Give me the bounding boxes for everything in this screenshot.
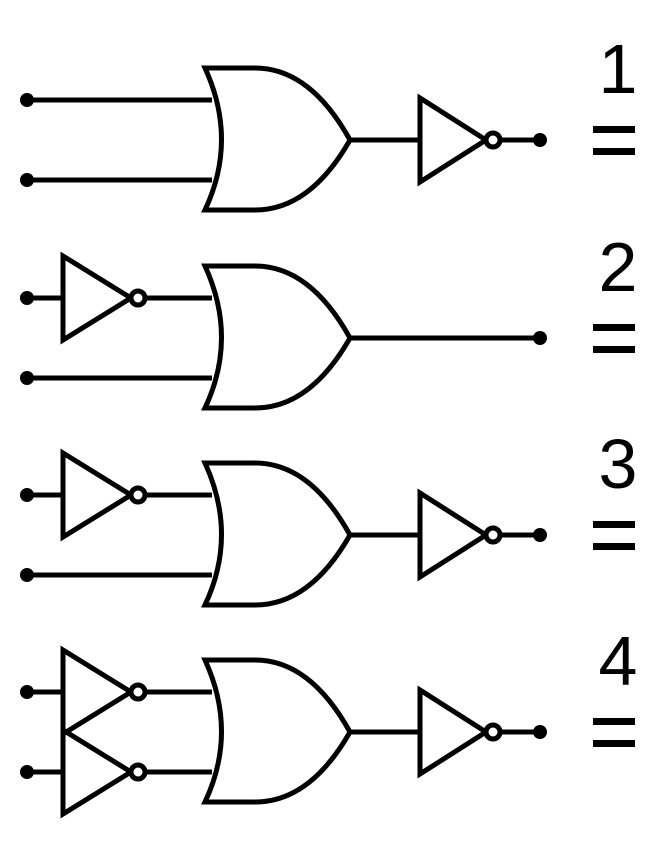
output-inverter-bubble — [483, 130, 503, 150]
circuit-2: 2 — [20, 228, 638, 411]
output-inverter-bubble — [483, 722, 503, 742]
circuit-number: 2 — [599, 228, 638, 306]
input-a-inverter — [60, 251, 136, 345]
output-terminal — [533, 133, 547, 147]
equals-sign — [593, 324, 635, 353]
output-terminal — [533, 331, 547, 345]
output-terminal — [533, 725, 547, 739]
circuit-number: 3 — [599, 425, 638, 503]
output-inverter — [417, 685, 491, 779]
input-b-terminal — [20, 173, 34, 187]
input-a-terminal — [20, 488, 34, 502]
input-a-inverter-bubble — [128, 485, 148, 505]
input-a-inverter-bubble — [128, 288, 148, 308]
input-a-inverter-bubble — [128, 682, 148, 702]
input-b-inverter-bubble — [128, 762, 148, 782]
input-a-inverter — [60, 645, 136, 739]
input-a-inverter — [60, 448, 136, 542]
or-gate — [201, 65, 353, 213]
output-inverter — [417, 488, 491, 582]
equals-sign — [593, 521, 635, 550]
output-inverter — [417, 93, 491, 187]
input-b-terminal — [20, 371, 34, 385]
output-inverter-bubble — [483, 525, 503, 545]
circuit-3: 3 — [20, 425, 638, 608]
equals-sign — [593, 126, 635, 155]
input-b-inverter — [60, 725, 136, 819]
or-gate — [201, 263, 353, 411]
circuit-1: 1 — [20, 30, 638, 213]
or-gate — [201, 657, 353, 805]
equals-sign — [593, 718, 635, 747]
input-b-terminal — [20, 765, 34, 779]
output-terminal — [533, 528, 547, 542]
or-gate — [201, 460, 353, 608]
input-b-terminal — [20, 568, 34, 582]
circuit-number: 1 — [599, 30, 638, 108]
circuit-4: 4 — [20, 622, 638, 819]
input-a-terminal — [20, 93, 34, 107]
input-a-terminal — [20, 685, 34, 699]
circuit-number: 4 — [599, 622, 638, 700]
input-a-terminal — [20, 291, 34, 305]
